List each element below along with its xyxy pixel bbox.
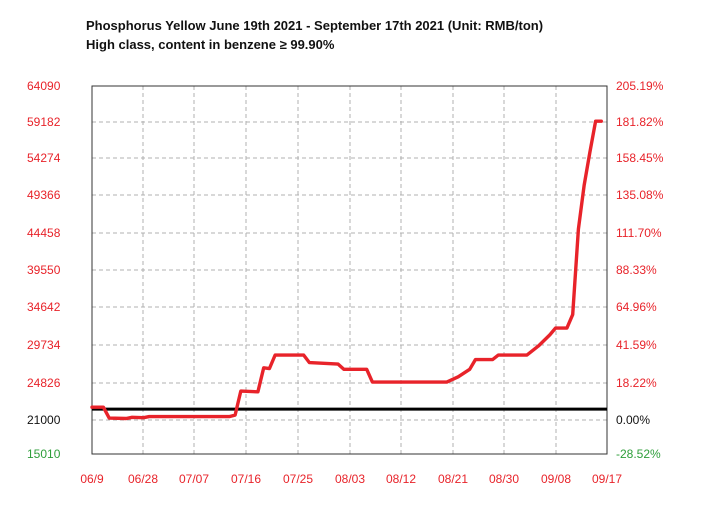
chart-title-block: Phosphorus Yellow June 19th 2021 - Septe… (86, 16, 543, 54)
y-tick-label-left: 64090 (27, 79, 61, 93)
plot-frame (91, 85, 608, 455)
y-tick-label-right: 88.33% (616, 263, 657, 277)
y-tick-label-left: 21000 (27, 413, 61, 427)
y-tick-label-right: -28.52% (616, 447, 661, 461)
chart-title: Phosphorus Yellow June 19th 2021 - Septe… (86, 18, 544, 33)
x-tick-label: 09/08 (541, 472, 571, 486)
x-tick-label: 07/16 (231, 472, 261, 486)
y-tick-label-right: 111.70% (616, 226, 662, 240)
left-axis: 64090 59182 54274 49366 44458 39550 34642 29734… (27, 79, 61, 461)
right-axis: 205.19% 181.82% 158.45% 135.08% 111.70% 88.33… (616, 79, 664, 461)
y-tick-label-left: 59182 (27, 115, 61, 129)
grid-lines (92, 86, 607, 454)
y-tick-label-right: 18.22% (616, 376, 657, 390)
x-tick-label: 09/17 (592, 472, 622, 486)
y-tick-label-left: 44458 (27, 226, 61, 240)
y-tick-label-right: 135.08% (616, 188, 664, 202)
y-tick-label-left: 29734 (27, 338, 61, 352)
x-tick-label: 06/9 (80, 472, 104, 486)
x-tick-label: 08/21 (438, 472, 468, 486)
y-tick-label-left: 15010 (27, 447, 61, 461)
y-tick-label-right: 64.96% (616, 300, 657, 314)
x-axis: 06/9 06/28 07/07 07/16 07/25 08/03 08/12 08/21 0… (80, 472, 622, 486)
x-tick-label: 08/03 (335, 472, 365, 486)
y-tick-label-right: 205.19% (616, 79, 664, 93)
chart-subtitle: High class, content in benzene ≥ 99.90% (86, 37, 335, 52)
y-tick-label-left: 34642 (27, 300, 61, 314)
y-tick-label-left: 49366 (27, 188, 61, 202)
y-tick-label-right: 181.82% (616, 115, 664, 129)
y-tick-label-left: 24826 (27, 376, 61, 390)
x-tick-label: 08/30 (489, 472, 519, 486)
x-tick-label: 06/28 (128, 472, 158, 486)
y-tick-label-right: 41.59% (616, 338, 657, 352)
y-tick-label-left: 39550 (27, 263, 61, 277)
x-tick-label: 08/12 (386, 472, 416, 486)
y-tick-label-right: 158.45% (616, 151, 664, 165)
y-tick-label-right: 0.00% (616, 413, 650, 427)
x-tick-label: 07/07 (179, 472, 209, 486)
x-tick-label: 07/25 (283, 472, 313, 486)
price-series-line (90, 119, 603, 421)
y-tick-label-left: 54274 (27, 151, 61, 165)
series-layer (90, 119, 603, 421)
